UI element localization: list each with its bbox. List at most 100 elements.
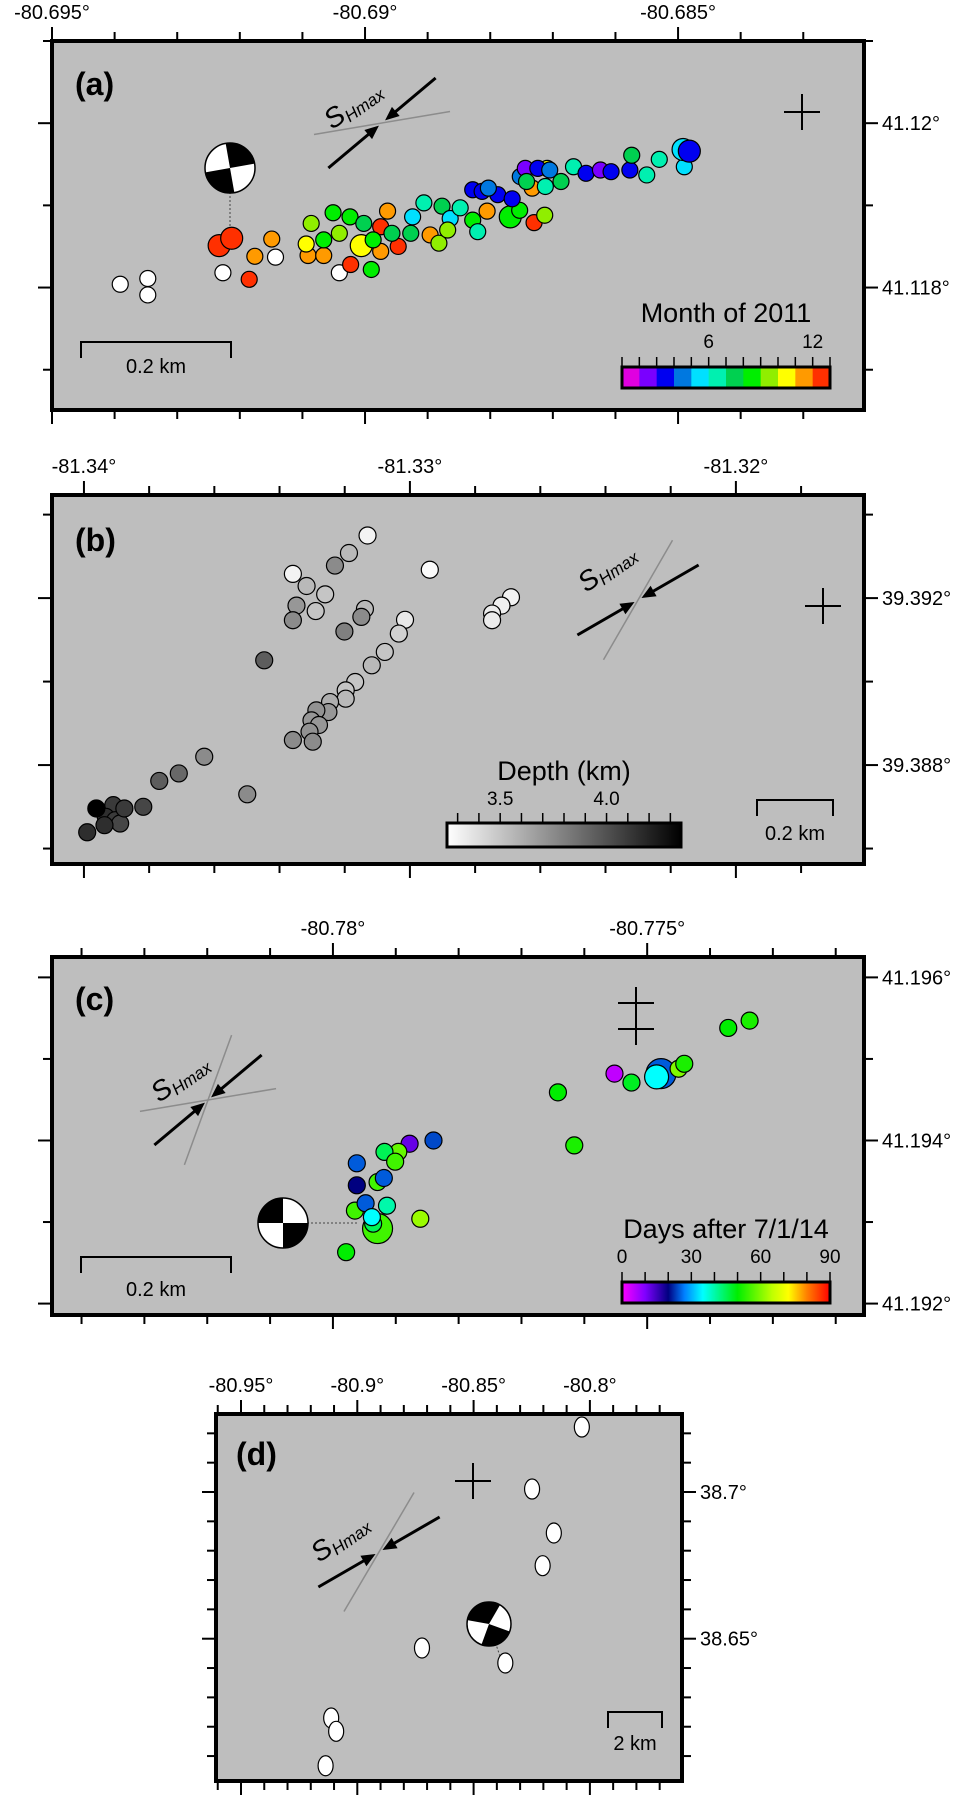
earthquake-point — [315, 246, 333, 265]
colorbar-title: Days after 7/1/14 — [623, 1214, 829, 1244]
y-tick-label: 41.192° — [882, 1294, 951, 1316]
earthquake-point — [111, 814, 130, 833]
earthquake-point — [336, 689, 355, 708]
panel-a: -80.695° -80.69° -80.685°41.12°41.118°SHma… — [14, 2, 950, 424]
reference-cross-icon — [784, 94, 820, 130]
shmax-arrow-shaft — [217, 1053, 263, 1093]
earthquake-point — [424, 1131, 443, 1150]
earthquake-point — [139, 286, 157, 304]
earthquake-points — [78, 526, 521, 842]
earthquake-point — [439, 221, 457, 239]
earthquake-point — [675, 1054, 694, 1073]
earthquake-point — [342, 255, 360, 274]
x-tick-label: -80.78° — [301, 918, 366, 940]
beachball-quadrant — [225, 143, 255, 168]
earthquake-point — [469, 223, 487, 241]
scale-bar-label: 0.2 km — [126, 1279, 186, 1301]
colorbar: Days after 7/1/14 0 30 60 90 — [617, 1214, 841, 1305]
scale-bar-line — [80, 1256, 232, 1273]
earthquake-point — [415, 194, 433, 212]
earthquake-point — [573, 1416, 590, 1438]
earthquake-point — [302, 214, 320, 233]
earthquake-point — [283, 611, 302, 630]
earthquake-points — [111, 137, 701, 304]
colorbar-tick-label: 60 — [750, 1247, 771, 1268]
colorbar-segment — [639, 367, 658, 388]
beachball-quadrant — [205, 168, 235, 193]
earthquake-point — [602, 163, 620, 181]
fault-plane-line — [602, 539, 674, 661]
earthquake-point — [565, 1136, 584, 1155]
earthquake-point — [383, 224, 401, 242]
earthquake-point — [358, 526, 377, 545]
earthquake-point — [420, 560, 439, 579]
earthquake-point — [362, 656, 381, 675]
earthquake-point — [139, 269, 157, 288]
colorbar-fill — [447, 823, 681, 847]
map-frame — [214, 1412, 684, 1783]
x-tick-label: -80.775° — [609, 918, 685, 940]
colorbar-segment — [778, 367, 796, 388]
x-tick-label: -80.8° — [563, 1375, 617, 1397]
map-background — [52, 495, 864, 864]
y-tick-label: 41.194° — [882, 1130, 951, 1152]
earthquake-point — [220, 226, 244, 250]
colorbar-title: Depth (km) — [497, 756, 631, 786]
shmax-arrow-shaft — [391, 76, 437, 116]
earthquake-point — [650, 150, 668, 168]
colorbar-tick-label: 30 — [681, 1247, 702, 1268]
earthquake-point — [402, 224, 420, 242]
beachball-outline — [204, 142, 256, 194]
earthquake-point — [517, 172, 536, 191]
map-frame — [50, 493, 866, 866]
earthquake-point — [87, 799, 106, 818]
reference-cross-icon — [455, 1463, 491, 1499]
earthquake-point — [330, 224, 348, 242]
colorbar-tick-label: 4.0 — [593, 789, 619, 810]
focal-mechanism-icon — [204, 142, 256, 240]
earthquake-point — [347, 1176, 366, 1195]
earthquake-point — [740, 1011, 759, 1030]
y-tick-label: 38.7° — [700, 1482, 747, 1504]
shmax-arrowhead-icon — [211, 1083, 226, 1098]
shmax-arrow-shaft — [327, 130, 373, 170]
fault-plane-line — [313, 110, 451, 136]
earthquake-point — [315, 231, 333, 249]
earthquake-point — [378, 202, 397, 220]
earthquake-point — [719, 1018, 738, 1038]
earthquake-point — [341, 208, 359, 226]
earthquake-point — [317, 1755, 334, 1777]
earthquake-point — [303, 732, 322, 751]
earthquake-point — [214, 264, 232, 282]
colorbar-segment — [726, 367, 744, 388]
earthquake-point — [523, 1478, 541, 1500]
panel-c: -80.78° -80.775°41.196°41.194°41.192°SHma… — [38, 918, 951, 1329]
fault-plane-line — [343, 1492, 415, 1612]
earthquake-point — [411, 1209, 430, 1228]
earthquake-point — [433, 197, 451, 215]
earthquake-point — [78, 823, 97, 842]
colorbar-tick-label: 12 — [802, 332, 823, 353]
earthquake-point — [169, 764, 188, 783]
colorbar-segment — [708, 367, 727, 388]
earthquake-point — [352, 607, 371, 626]
scale-bar-line — [607, 1711, 663, 1728]
shmax-arrowhead-icon — [385, 106, 400, 121]
colorbar-title: Month of 2011 — [641, 298, 812, 328]
shmax-arrow-shaft — [317, 1557, 368, 1589]
earthquake-point — [255, 651, 274, 670]
scale-bar: 0.2 km — [756, 799, 834, 845]
earthquake-point — [577, 164, 595, 182]
earthquake-point — [355, 214, 373, 233]
x-tick-label: -80.95° — [209, 1375, 274, 1397]
map-background — [216, 1414, 682, 1781]
earthquake-point — [362, 260, 380, 279]
reference-cross-icon — [805, 588, 841, 624]
earthquake-point — [337, 1243, 356, 1262]
earthquake-point — [536, 206, 554, 224]
earthquake-point — [95, 816, 114, 835]
x-tick-label: -81.34° — [52, 456, 117, 478]
earthquake-point — [362, 1208, 381, 1227]
colorbar-segment — [622, 367, 640, 388]
